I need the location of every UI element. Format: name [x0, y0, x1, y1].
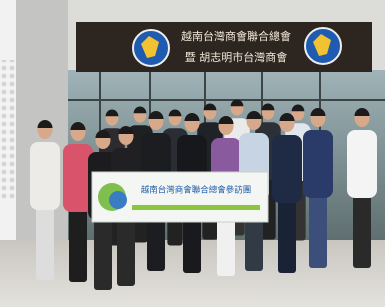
person-body: [30, 142, 60, 210]
banner-text: 越南台灣商會聯合總會參訪團: [141, 185, 252, 196]
photo: 越南台灣商會聯合總會 暨 胡志明市台灣商會 越南台灣商會聯合總會參訪團: [0, 0, 385, 307]
person-body: [347, 130, 377, 198]
person-legs: [353, 188, 371, 268]
person-legs: [69, 202, 87, 282]
person-legs: [278, 193, 296, 273]
person-body: [272, 135, 302, 203]
banner-stripe: [132, 205, 260, 210]
sign-text: 越南台灣商會聯合總會: [181, 29, 291, 43]
dot-pattern: [0, 60, 16, 200]
sign-text: 暨 胡志明市台灣商會: [185, 50, 288, 64]
banner-logo: [109, 191, 127, 209]
page: {"sign": {"line1": "越南台灣商會聯合總會", "line2"…: [0, 0, 385, 307]
person-legs: [36, 200, 54, 280]
person-legs: [309, 188, 327, 268]
person-body: [303, 130, 333, 198]
